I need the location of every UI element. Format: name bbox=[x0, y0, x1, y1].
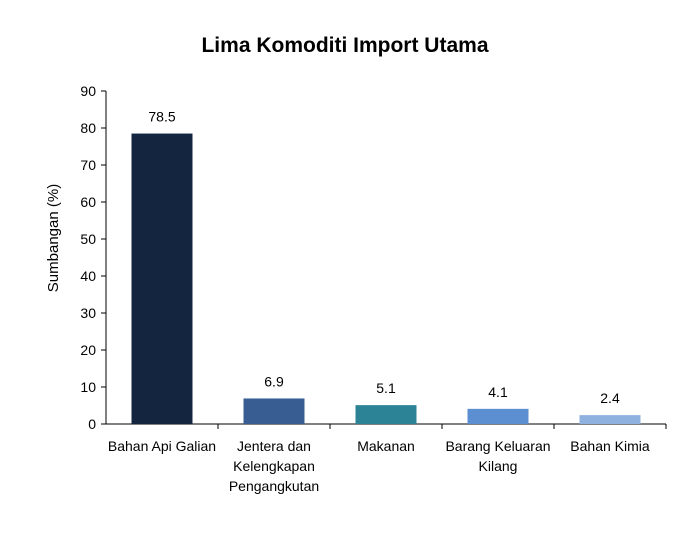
y-tick-label: 60 bbox=[80, 194, 96, 210]
category-label-line: Pengangkutan bbox=[229, 478, 319, 494]
y-tick-label: 0 bbox=[88, 416, 96, 432]
y-tick-label: 20 bbox=[80, 342, 96, 358]
category-label: Bahan Kimia bbox=[570, 438, 650, 454]
category-label-line: Barang Keluaran bbox=[445, 438, 550, 454]
category-label-line: Kilang bbox=[479, 458, 518, 474]
y-tick-label: 90 bbox=[80, 83, 96, 99]
y-tick-label: 70 bbox=[80, 157, 96, 173]
y-tick-label: 30 bbox=[80, 305, 96, 321]
category-label-line: Bahan Kimia bbox=[570, 438, 650, 454]
data-label: 2.4 bbox=[600, 390, 620, 406]
y-tick-label: 80 bbox=[80, 120, 96, 136]
plot-area: 0 10 20 30 40 50 60 70 80 90 78.5 Bahan Api Galian 6… bbox=[80, 83, 667, 494]
category-label: Jentera dan Kelengkapan Pengangkutan bbox=[229, 438, 319, 494]
category-label: Barang Keluaran Kilang bbox=[445, 438, 550, 474]
y-tick-label: 40 bbox=[80, 268, 96, 284]
category-label: Bahan Api Galian bbox=[108, 438, 216, 454]
y-axis-title: Sumbangan (%) bbox=[45, 184, 62, 292]
bar bbox=[467, 408, 529, 424]
bar bbox=[131, 133, 193, 425]
category-label: Makanan bbox=[357, 438, 415, 454]
data-label: 4.1 bbox=[488, 384, 508, 400]
category-label-line: Makanan bbox=[357, 438, 415, 454]
chart-title: Lima Komoditi Import Utama bbox=[201, 34, 488, 57]
category-label-line: Bahan Api Galian bbox=[108, 438, 216, 454]
y-tick-label: 10 bbox=[80, 379, 96, 395]
bar bbox=[579, 415, 641, 424]
data-label: 6.9 bbox=[264, 373, 284, 389]
category-label-line: Kelengkapan bbox=[233, 458, 315, 474]
category-label-line: Jentera dan bbox=[237, 438, 311, 454]
y-tick-label: 50 bbox=[80, 231, 96, 247]
bar bbox=[355, 405, 417, 424]
data-label: 78.5 bbox=[148, 109, 175, 125]
bar bbox=[243, 398, 305, 424]
data-label: 5.1 bbox=[376, 380, 396, 396]
